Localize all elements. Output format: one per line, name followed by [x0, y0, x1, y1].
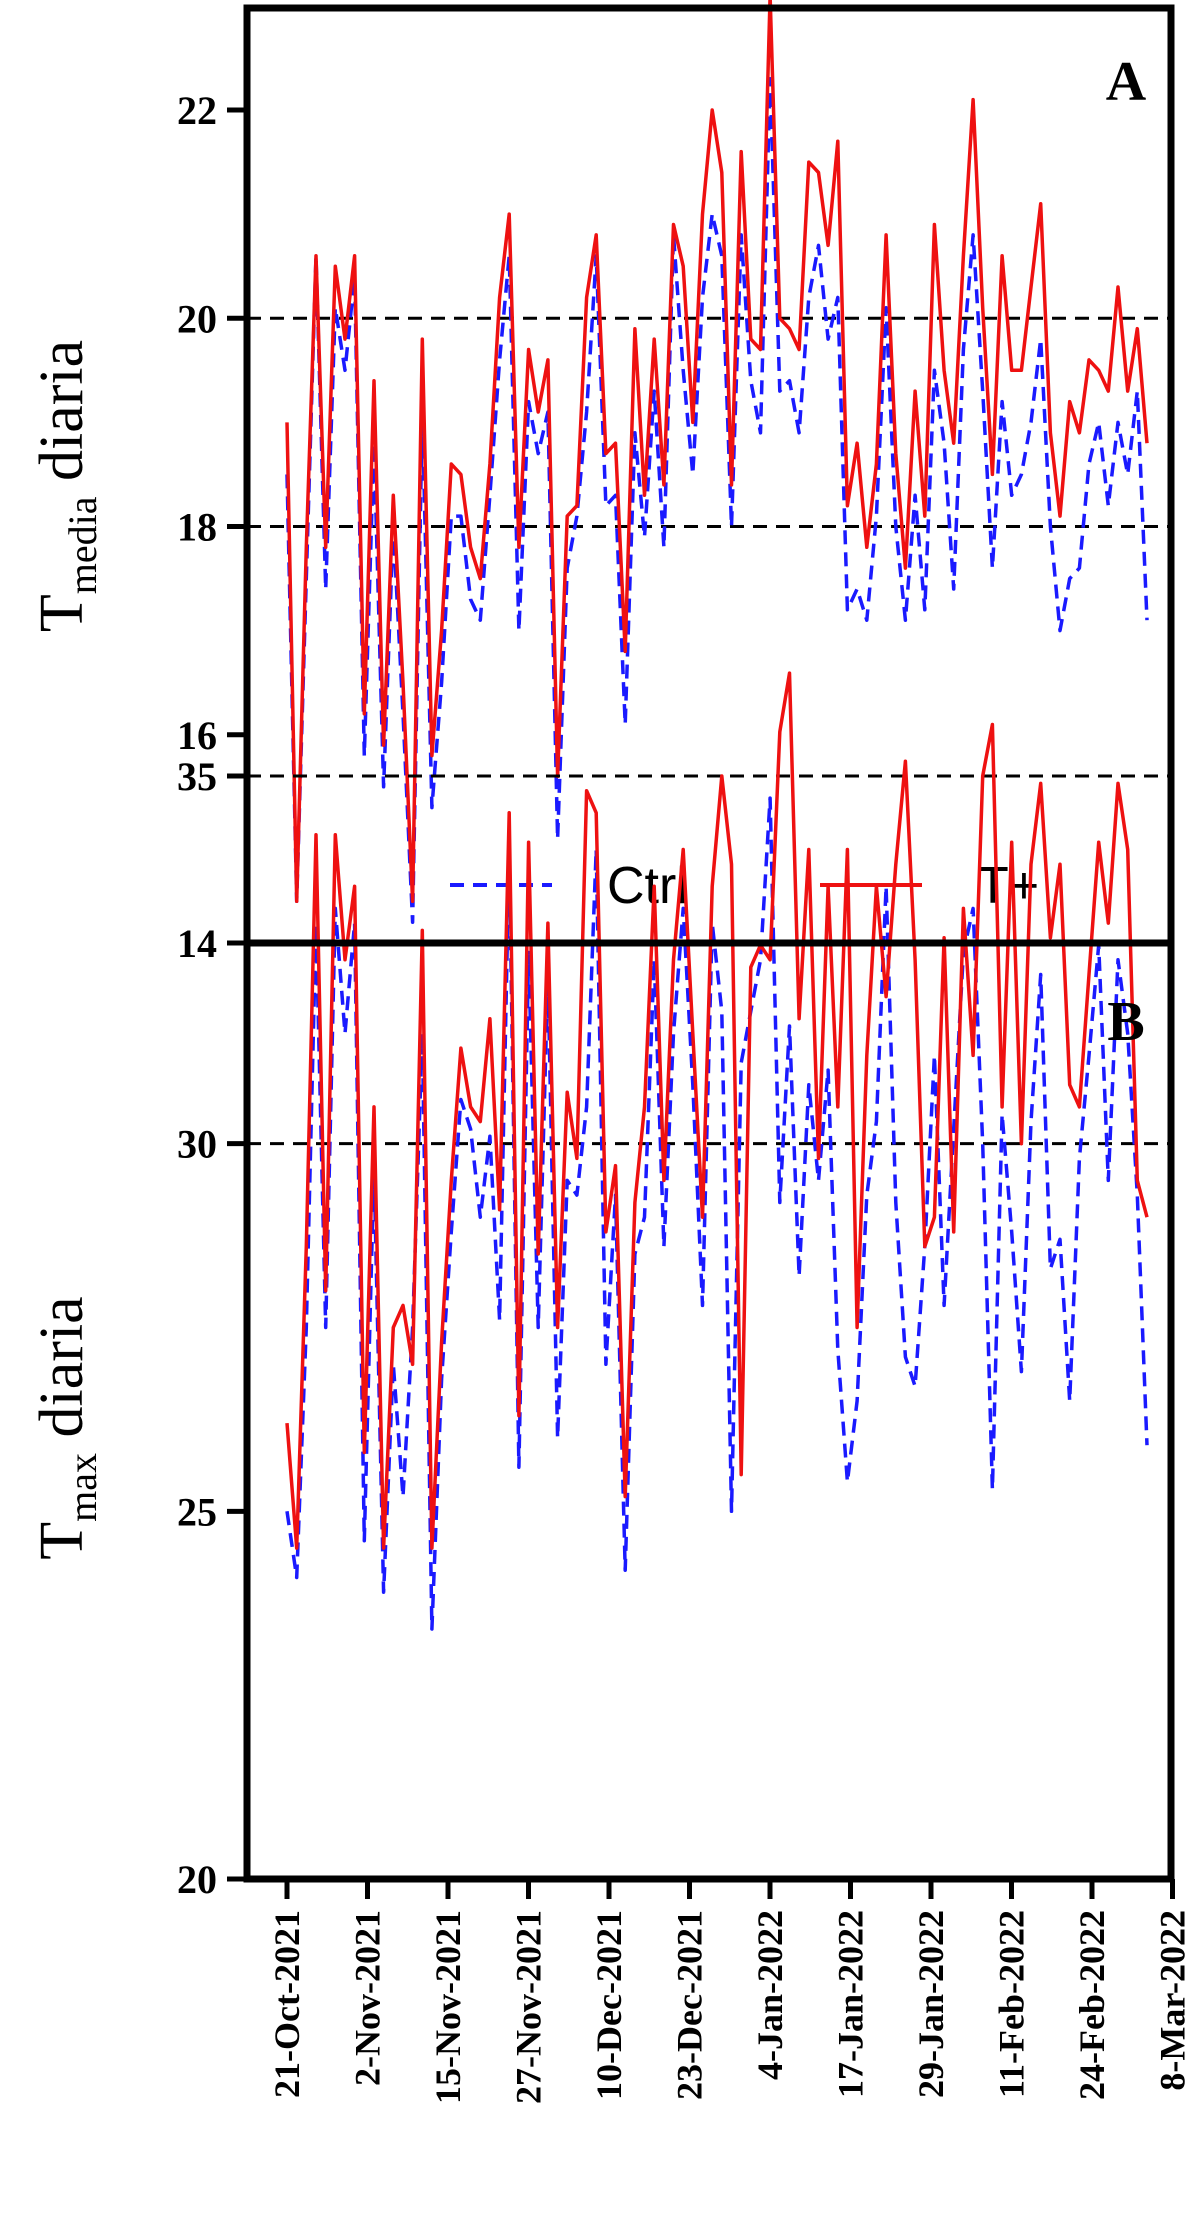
- panel-a-y-tick-label: 14: [177, 921, 217, 966]
- panel-a-y-tick-label: 20: [177, 296, 217, 341]
- x-tick-label: 23-Dec-2021: [670, 1910, 710, 2100]
- x-tick-label: 21-Oct-2021: [267, 1910, 307, 2098]
- legend-ctrl-label: Ctrl: [607, 857, 688, 915]
- panel-a: 14 16 18 20 22 A Ctrl T+ Tmedia diaria: [28, 0, 1175, 966]
- panel-b-reference-lines: [247, 774, 1171, 1146]
- panel-b-y-tick-label: 35: [177, 754, 217, 799]
- x-tick-label: 4-Jan-2022: [750, 1910, 790, 2080]
- panel-a-y-tick-label: 18: [177, 505, 217, 550]
- x-tick-label: 27-Nov-2021: [509, 1910, 549, 2104]
- x-tick-label: 8-Mar-2022: [1153, 1910, 1193, 2091]
- panel-a-reference-lines: [247, 316, 1171, 528]
- x-axis: 21-Oct-2021 2-Nov-2021 15-Nov-2021 27-Nov-2…: [267, 1879, 1193, 2104]
- panel-b-y-axis-title: Tmax diaria: [28, 1296, 105, 1559]
- panel-b-frame: [243, 939, 1175, 1883]
- x-tick-label: 24-Feb-2022: [1072, 1910, 1112, 2100]
- x-tick-label: 2-Nov-2021: [348, 1910, 388, 2086]
- panel-b-letter: B: [1107, 991, 1144, 1053]
- x-tick-label: 17-Jan-2022: [831, 1910, 871, 2098]
- panel-b-series: [285, 671, 1149, 1631]
- panel-b-series-t-plus-line: [285, 671, 1149, 1550]
- x-tick-label: 11-Feb-2022: [992, 1910, 1032, 2098]
- panel-a-y-tick-label: 22: [177, 88, 217, 133]
- panel-b: 20 25 30 35 21-Oct-2021 2-Nov-2021 15-Nov-202…: [28, 671, 1193, 2104]
- x-tick-label: 15-Nov-2021: [428, 1910, 468, 2104]
- panel-a-series-t-plus-line: [285, 0, 1149, 904]
- panel-a-y-tick-label: 16: [177, 713, 217, 758]
- panel-a-y-axis: 14 16 18 20 22: [177, 88, 247, 966]
- panel-b-y-tick-label: 25: [177, 1489, 217, 1534]
- panel-b-y-axis: 20 25 30 35: [177, 754, 247, 1902]
- legend: Ctrl T+: [450, 857, 1039, 915]
- panel-b-y-tick-label: 30: [177, 1122, 217, 1167]
- panel-b-y-tick-label: 20: [177, 1857, 217, 1902]
- panel-a-y-axis-title: Tmedia diaria: [28, 340, 105, 632]
- panel-a-series: [285, 0, 1149, 924]
- x-tick-label: 29-Jan-2022: [911, 1910, 951, 2098]
- x-tick-label: 10-Dec-2021: [589, 1910, 629, 2100]
- panel-a-letter: A: [1106, 51, 1147, 113]
